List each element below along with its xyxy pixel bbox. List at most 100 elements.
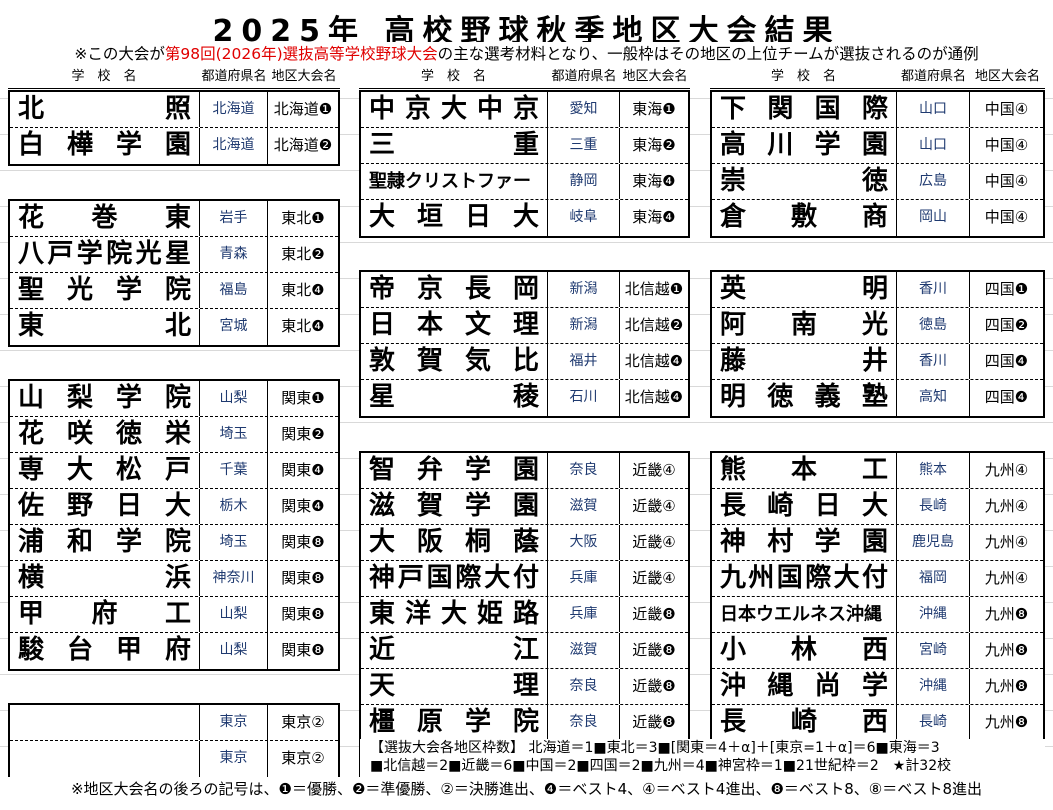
prefecture: 山梨 [200,597,268,632]
region-result: 近畿④ [632,533,676,551]
school-name: 花巻東 [10,201,200,236]
table-row: 日本文理 新潟 北信越❷ [361,308,688,344]
table-row: 白樺学園 北海道 北海道❷ [10,128,338,164]
prefecture: 福岡 [897,561,970,596]
prefecture: 長崎 [897,489,970,524]
prefecture: 福島 [200,273,268,308]
table-row: 帝京長岡 新潟 北信越❶ [361,272,688,308]
prefecture: 奈良 [548,669,620,704]
subtitle: ※この大会が第98回(2026年)選抜高等学校野球大会の主な選考材料となり、一般… [0,42,1053,64]
prefecture: 山口 [897,128,970,163]
region-result: 近畿❽ [632,677,676,695]
subtitle-pre: ※この大会が [74,45,165,63]
prefecture: 熊本 [897,453,970,488]
table-row: 天理 奈良 近畿❽ [361,669,688,705]
table-row: 英明 香川 四国❶ [712,272,1043,308]
region-result: 関東❹ [281,497,325,515]
region-result: 北信越❷ [624,316,684,334]
prefecture: 岩手 [200,201,268,236]
prefecture: 埼玉 [200,417,268,452]
school-name [10,705,200,740]
school-name: 東洋大姫路 [361,597,548,632]
school-name: 北照 [10,92,200,127]
school-name: 聖光学院 [10,273,200,308]
table-row: 浦和学院 埼玉 関東❽ [10,525,338,561]
school-name: 明徳義塾 [712,380,897,416]
table-row: 九州国際大付 福岡 九州④ [712,561,1043,597]
region-result: 北信越❹ [624,388,684,406]
prefecture: 宮城 [200,309,268,345]
table-row: 北照 北海道 北海道❶ [10,92,338,128]
school-name: 八戸学院光星 [10,237,200,272]
table-row: 花巻東 岩手 東北❶ [10,201,338,237]
prefecture: 兵庫 [548,561,620,596]
school-name: 藤井 [712,344,897,379]
results-block: 北照 北海道 北海道❶ 白樺学園 北海道 北海道❷ [8,90,340,166]
results-block: 山梨学院 山梨 関東❶ 花咲徳栄 埼玉 関東❷ 専大松戸 千葉 関東❹ 佐野日大 栃木 関東❹ 浦和学院… [8,379,340,671]
school-name: 専大松戸 [10,453,200,488]
school-name: 沖縄尚学 [712,669,897,704]
prefecture: 香川 [897,272,970,307]
prefecture: 石川 [548,380,620,416]
school-name: 佐野日大 [10,489,200,524]
header-school: 学 校 名 [8,66,200,89]
region-result: 四国❹ [984,352,1029,370]
school-name: 下関国際 [712,92,897,127]
region-result: 東北❹ [281,317,325,335]
region-result: 東海❷ [632,136,676,154]
school-name: 倉敷商 [712,200,897,236]
table-row: 横浜 神奈川 関東❽ [10,561,338,597]
footnote: ※地区大会名の後ろの記号は、❶＝優勝、❷＝準優勝、②＝決勝進出、❹＝ベスト4、④… [0,777,1053,801]
results-block: 英明 香川 四国❶ 阿南光 徳島 四国❷ 藤井 香川 四国❹ 明徳義塾 高知 四国❹ [710,270,1045,418]
header-region: 地区大会名 [620,66,690,89]
header-region: 地区大会名 [970,66,1045,89]
prefecture: 滋賀 [548,633,620,668]
prefecture: 北海道 [200,92,268,127]
prefecture: 青森 [200,237,268,272]
region-result: 近畿❽ [632,641,676,659]
header-region: 地区大会名 [268,66,340,89]
prefecture: 山梨 [200,633,268,669]
table-row: 甲府工 山梨 関東❽ [10,597,338,633]
prefecture: 山口 [897,92,970,127]
table-row: 八戸学院光星 青森 東北❷ [10,237,338,273]
school-name: 近江 [361,633,548,668]
table-row: 沖縄尚学 沖縄 九州❽ [712,669,1043,705]
table-row: 敦賀気比 福井 北信越❹ [361,344,688,380]
school-name: 東北 [10,309,200,345]
school-name: 大垣日大 [361,200,548,236]
region-result: 東京② [281,713,325,731]
prefecture: 高知 [897,380,970,416]
prefecture: 徳島 [897,308,970,343]
table-row: 滋賀学園 滋賀 近畿④ [361,489,688,525]
school-name: 高川学園 [712,128,897,163]
region-result: 東北❹ [281,281,325,299]
school-name: 九州国際大付 [712,561,897,596]
region-result: 関東❽ [281,569,325,587]
prefecture: 千葉 [200,453,268,488]
school-name: 小林西 [712,633,897,668]
region-result: 九州❽ [984,713,1029,731]
prefecture: 大阪 [548,525,620,560]
region-result: 北信越❹ [624,352,684,370]
region-result: 関東❽ [281,641,325,659]
school-name: 敦賀気比 [361,344,548,379]
table-row: 高川学園 山口 中国④ [712,128,1043,164]
subtitle-post: の主な選考材料となり、一般枠はその地区の上位チームが選抜されるのが通例 [437,45,979,63]
school-name: 花咲徳栄 [10,417,200,452]
table-row: 崇徳 広島 中国④ [712,164,1043,200]
prefecture: 岡山 [897,200,970,236]
school-name: 帝京長岡 [361,272,548,307]
results-block: 帝京長岡 新潟 北信越❶ 日本文理 新潟 北信越❷ 敦賀気比 福井 北信越❹ 星稜 石川 北信越❹ [359,270,690,418]
prefecture: 栃木 [200,489,268,524]
region-result: 東北❷ [281,245,325,263]
table-row: 聖隷クリストファー 静岡 東海❹ [361,164,688,200]
region-result: 九州❽ [984,677,1029,695]
school-name [10,741,200,777]
school-name: 聖隷クリストファー [361,164,548,199]
prefecture: 東京 [200,741,268,777]
table-row: 下関国際 山口 中国④ [712,92,1043,128]
region-result: 北海道❷ [273,136,333,154]
table-row: 佐野日大 栃木 関東❹ [10,489,338,525]
prefecture: 奈良 [548,453,620,488]
